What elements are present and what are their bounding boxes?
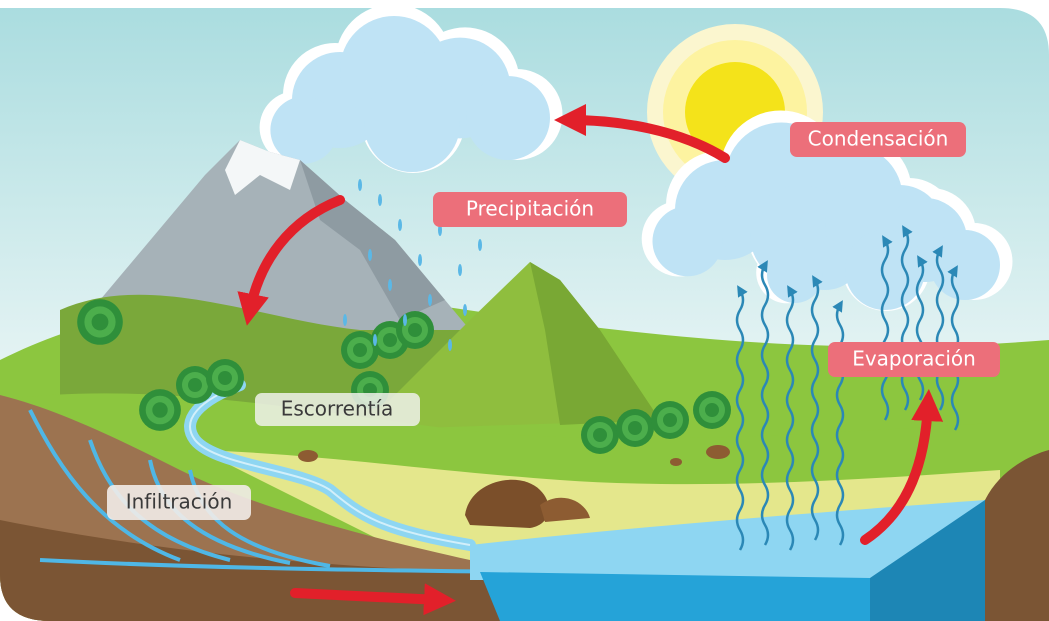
precipitation-label: Precipitación <box>466 197 594 221</box>
lake-front <box>480 572 870 621</box>
scene <box>0 0 1049 621</box>
runoff-label: Escorrentía <box>281 397 394 421</box>
water-cycle-diagram: Condensación Precipitación Evaporación E… <box>0 0 1049 621</box>
evaporation-label: Evaporación <box>852 347 976 371</box>
condensation-label: Condensación <box>808 127 949 151</box>
infiltration-label: Infiltración <box>126 490 233 514</box>
